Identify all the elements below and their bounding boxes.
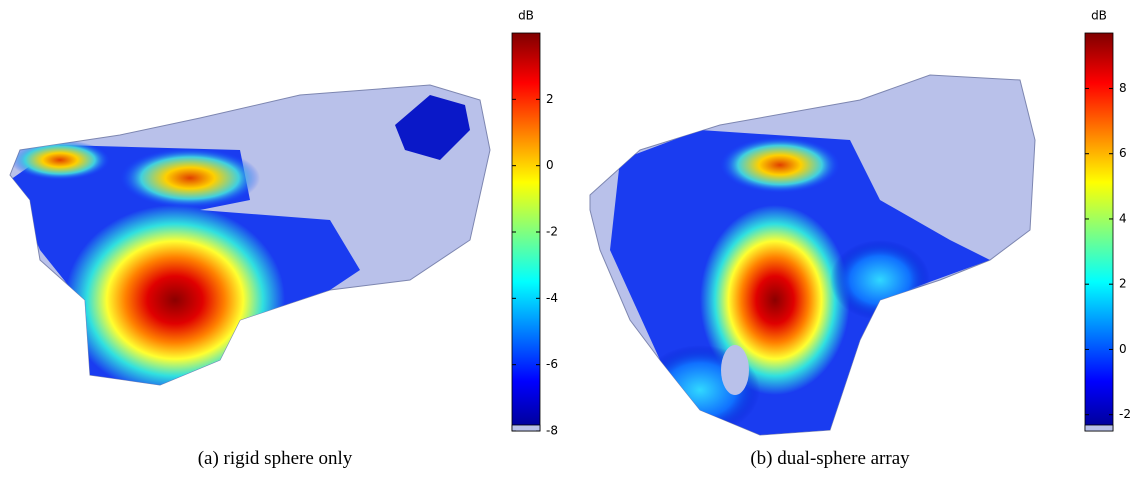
tick-label: 8	[1119, 81, 1127, 95]
tick-label: 0	[1119, 342, 1127, 356]
tick-label: -2	[546, 225, 558, 239]
surface-b	[589, 74, 1036, 436]
tick-label: 0	[546, 158, 554, 172]
colorbar	[1084, 32, 1114, 432]
tick-label: 2	[546, 92, 554, 106]
tick-label: -4	[546, 291, 558, 305]
tick-label: -6	[546, 357, 558, 371]
colorbar	[511, 32, 541, 432]
colorbar-label: dB	[1091, 9, 1107, 23]
tick-label: 6	[1119, 146, 1127, 160]
caption: (a) rigid sphere only	[198, 448, 353, 469]
colorbar-nan	[1084, 424, 1114, 432]
tick-label: 2	[1119, 277, 1127, 291]
colorbar-label: dB	[518, 9, 534, 23]
tick-label: -8	[546, 424, 558, 438]
surface-a	[9, 84, 491, 386]
colorbar-nan	[511, 424, 541, 432]
tick-label: 4	[1119, 211, 1127, 225]
caption: (b) dual-sphere array	[750, 448, 910, 469]
tick-label: -2	[1119, 407, 1131, 421]
